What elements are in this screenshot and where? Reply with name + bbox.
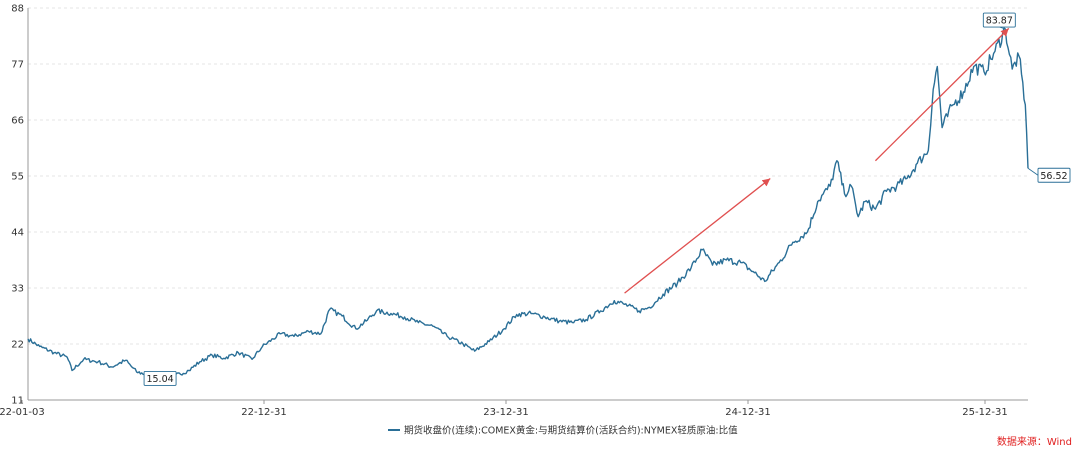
callout-box xyxy=(982,12,1016,28)
x-tick-label: 23-12-31 xyxy=(483,407,528,418)
series-layer xyxy=(27,27,1029,382)
y-tick-label: 11 xyxy=(11,396,24,407)
callout-leader xyxy=(1027,167,1039,176)
callout-value: 15.04 xyxy=(146,374,173,385)
y-tick-label: 33 xyxy=(11,284,24,295)
trend-arrow xyxy=(624,178,771,294)
y-tick-label: 88 xyxy=(11,4,24,15)
arrow-layer xyxy=(624,27,1010,294)
source-note: 数据来源：Wind xyxy=(996,437,1072,448)
axis-layer: 11 22 33 44 55 66 77 88 22-01-03 22-12-31 23-12-31… xyxy=(0,4,1028,418)
callout-value: 83.87 xyxy=(986,16,1013,27)
callout-value: 56.52 xyxy=(1040,171,1067,182)
legend-label: 期货收盘价(连续):COMEX黄金:与期货结算价(活跃合约):NYMEX轻质原油… xyxy=(404,425,738,437)
callout-layer: 83.87 56.52 15.04 xyxy=(143,12,1071,386)
trend-arrow xyxy=(874,27,1010,162)
y-tick-label: 77 xyxy=(11,60,24,71)
x-tick-label: 22-12-31 xyxy=(241,407,286,418)
callout-box xyxy=(143,370,177,386)
series-line xyxy=(27,27,1029,382)
x-tick-label: 22-01-03 xyxy=(0,407,45,418)
callout-box xyxy=(1037,167,1071,183)
x-tick-label: 24-12-31 xyxy=(725,407,770,418)
x-tick-label: 25-12-31 xyxy=(962,407,1007,418)
y-tick-label: 44 xyxy=(11,228,24,239)
y-tick-label: 55 xyxy=(11,172,24,183)
legend[interactable]: 期货收盘价(连续):COMEX黄金:与期货结算价(活跃合约):NYMEX轻质原油… xyxy=(388,425,738,437)
y-tick-label: 66 xyxy=(11,116,24,127)
y-tick-label: 22 xyxy=(11,340,24,351)
grid-layer xyxy=(28,7,1028,345)
